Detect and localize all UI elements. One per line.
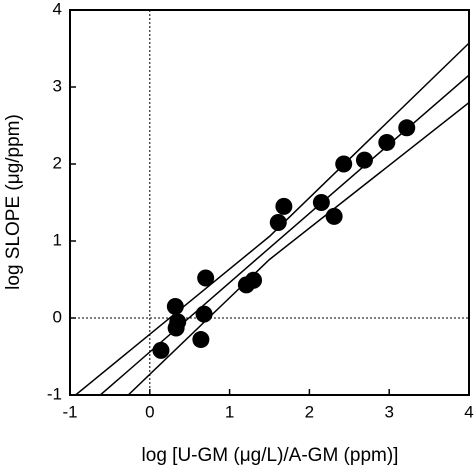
data-point (269, 214, 287, 232)
y-tick-label: 4 (53, 0, 62, 18)
data-point (378, 133, 396, 151)
data-point (195, 305, 213, 323)
data-point (355, 151, 373, 169)
data-point (275, 197, 293, 215)
x-tick-label: 0 (145, 402, 154, 421)
fit-line (75, 42, 469, 395)
data-point (398, 119, 416, 137)
y-tick-label: 0 (53, 307, 62, 326)
y-tick-label: 3 (53, 76, 62, 95)
x-tick-label: 4 (464, 402, 473, 421)
x-tick-label: 3 (384, 402, 393, 421)
data-point (167, 319, 185, 337)
data-point (312, 194, 330, 211)
x-axis-label: log [U-GM (μg/L)/A-GM (ppm)] (142, 445, 399, 466)
y-tick-label: -1 (47, 384, 62, 403)
data-point (197, 269, 215, 287)
y-tick-label: 1 (53, 230, 62, 249)
data-point (152, 341, 170, 359)
y-axis-label: log SLOPE (μg/ppm) (3, 114, 24, 290)
x-tick-label: 1 (225, 402, 234, 421)
data-point (192, 331, 210, 349)
data-point (166, 297, 184, 315)
y-tick-label: 2 (53, 153, 62, 172)
x-tick-label: 2 (305, 402, 314, 421)
data-point (325, 207, 343, 225)
x-tick-label: -1 (62, 402, 77, 421)
data-point (335, 155, 353, 173)
data-point (245, 271, 263, 289)
plot-frame (69, 9, 470, 396)
fit-line (127, 101, 469, 395)
